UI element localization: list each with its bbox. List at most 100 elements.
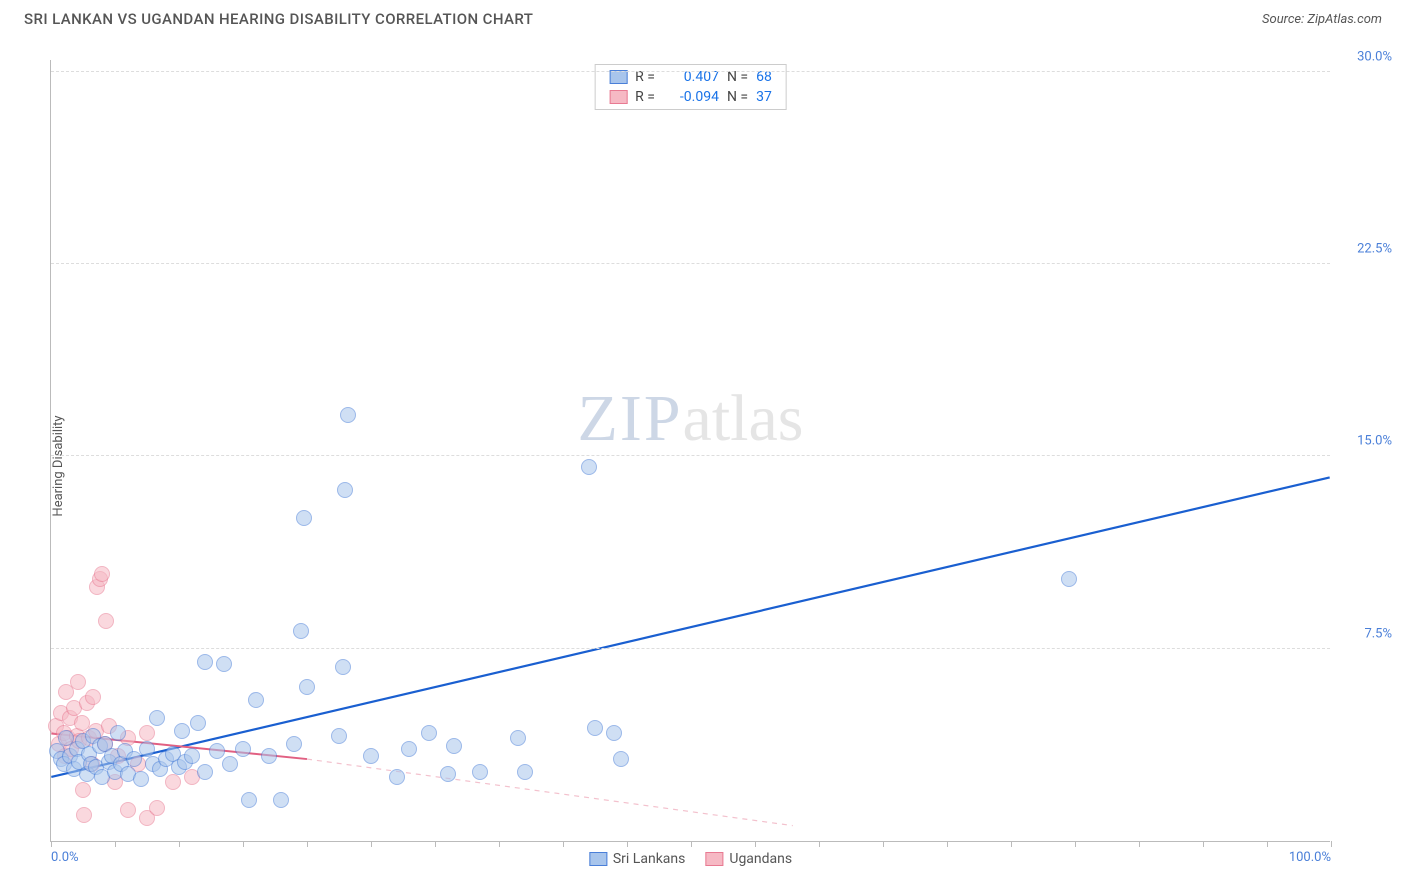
x-tick (563, 841, 564, 847)
sri-lankan-marker (299, 679, 315, 695)
ugandan-marker (98, 613, 114, 629)
trend-lines (51, 60, 1330, 841)
sri-lankan-marker (248, 692, 264, 708)
sri-lankan-marker (363, 748, 379, 764)
chart-container: Hearing Disability ZIPatlas R =0.407N =6… (0, 40, 1406, 892)
x-tick (51, 841, 52, 847)
sri-lankan-marker (197, 654, 213, 670)
gridline (51, 455, 1330, 456)
sri-lankan-marker (446, 738, 462, 754)
sri-lankan-marker (472, 764, 488, 780)
x-tick (435, 841, 436, 847)
sri-lankan-marker (517, 764, 533, 780)
ugandan-marker (75, 782, 91, 798)
sri-lankan-marker (133, 771, 149, 787)
n-value: 37 (756, 89, 772, 105)
ugandan-marker (120, 802, 136, 818)
sri-lankan-marker (440, 766, 456, 782)
sri-lankan-marker (389, 769, 405, 785)
x-tick (499, 841, 500, 847)
sri-lankan-marker (286, 736, 302, 752)
x-tick (1139, 841, 1140, 847)
n-label: N = (727, 89, 748, 105)
legend-series-item: Ugandans (705, 851, 792, 867)
x-tick (819, 841, 820, 847)
x-tick (627, 841, 628, 847)
r-label: R = (635, 89, 655, 105)
x-tick (755, 841, 756, 847)
x-tick (243, 841, 244, 847)
y-tick-label: 7.5% (1364, 626, 1392, 641)
ugandan-marker (165, 774, 181, 790)
legend-swatch (589, 852, 607, 866)
x-tick (883, 841, 884, 847)
sri-lankan-marker (401, 741, 417, 757)
ugandan-marker (149, 800, 165, 816)
ugandan-marker (85, 689, 101, 705)
watermark: ZIPatlas (578, 381, 804, 457)
x-tick (1075, 841, 1076, 847)
y-tick-label: 22.5% (1357, 242, 1392, 257)
sri-lankan-marker (296, 510, 312, 526)
x-tick (371, 841, 372, 847)
y-tick-label: 15.0% (1357, 434, 1392, 449)
sri-lankan-marker (421, 725, 437, 741)
sri-lankan-marker (184, 748, 200, 764)
x-tick (1011, 841, 1012, 847)
sri-lankan-marker (581, 459, 597, 475)
legend-series: Sri Lankans Ugandans (589, 851, 792, 867)
sri-lankan-marker (174, 723, 190, 739)
x-tick (1331, 841, 1332, 847)
x-tick (307, 841, 308, 847)
x-tick-label: 0.0% (51, 850, 79, 865)
sri-lankan-marker (331, 728, 347, 744)
sri-lankan-marker (241, 792, 257, 808)
sri-lankan-marker (613, 751, 629, 767)
gridline (51, 648, 1330, 649)
sri-lankan-marker (222, 756, 238, 772)
header: SRI LANKAN VS UGANDAN HEARING DISABILITY… (0, 0, 1406, 34)
sri-lankan-marker (293, 623, 309, 639)
x-tick (691, 841, 692, 847)
ugandan-marker (94, 566, 110, 582)
chart-title: SRI LANKAN VS UGANDAN HEARING DISABILITY… (24, 10, 533, 28)
sri-lankan-marker (606, 725, 622, 741)
x-tick-label: 100.0% (1289, 850, 1331, 865)
x-tick (947, 841, 948, 847)
sri-lankan-marker (216, 656, 232, 672)
watermark-atlas: atlas (683, 382, 804, 455)
legend-swatch (609, 90, 627, 104)
sri-lankan-marker (261, 748, 277, 764)
sri-lankan-marker (235, 741, 251, 757)
sri-lankan-marker (273, 792, 289, 808)
x-tick (1267, 841, 1268, 847)
ugandan-marker (76, 807, 92, 823)
sri-lankan-marker (340, 407, 356, 423)
legend-series-item: Sri Lankans (589, 851, 686, 867)
x-tick (115, 841, 116, 847)
legend-series-label: Sri Lankans (613, 851, 686, 867)
gridline (51, 263, 1330, 264)
sri-lankan-marker (149, 710, 165, 726)
legend-swatch (705, 852, 723, 866)
sri-lankan-marker (337, 482, 353, 498)
ugandan-marker (139, 725, 155, 741)
sri-lankan-marker (139, 741, 155, 757)
ugandan-marker (70, 674, 86, 690)
legend-correlation-row: R = -0.094 N = 37 (595, 87, 786, 107)
sri-lankan-marker (197, 764, 213, 780)
sri-lankan-marker (190, 715, 206, 731)
sri-lankan-marker (209, 743, 225, 759)
legend-series-label: Ugandans (729, 851, 792, 867)
legend-swatch (609, 70, 627, 84)
sri-lankan-marker (1061, 571, 1077, 587)
plot-area: ZIPatlas R =0.407N =68R =-0.094N =37 Sri… (50, 60, 1330, 842)
watermark-zip: ZIP (578, 382, 683, 455)
gridline (51, 71, 1330, 72)
sri-lankan-marker (335, 659, 351, 675)
sri-lankan-marker (510, 730, 526, 746)
r-value: -0.094 (663, 89, 719, 105)
sri-lankan-marker (587, 720, 603, 736)
source-label: Source: ZipAtlas.com (1262, 12, 1382, 27)
x-tick (1203, 841, 1204, 847)
